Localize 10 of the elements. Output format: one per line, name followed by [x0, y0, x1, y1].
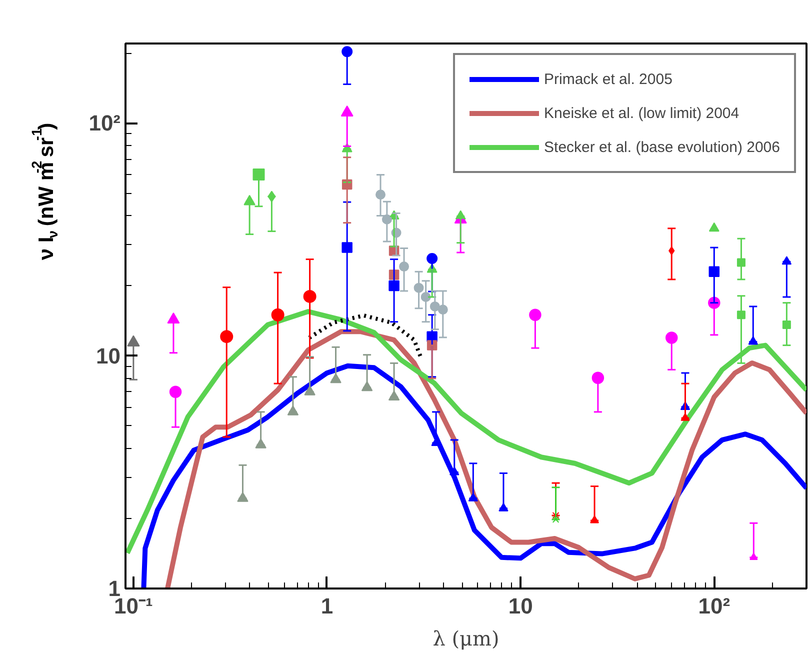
y-tick-label: 10 — [96, 343, 121, 368]
y-tick-label: 10² — [88, 110, 120, 136]
legend-label: Primack et al. 2005 — [544, 70, 672, 88]
x-tick-label: 10² — [698, 594, 730, 618]
x-axis-title: λ (μm) — [432, 626, 500, 650]
x-tick-label: 10 — [508, 594, 533, 618]
y-axis-title: ν Iν (nW m-2 sr-1) — [28, 122, 60, 260]
legend-label: Kneiske et al. (low limit) 2004 — [544, 104, 740, 122]
legend-label: Stecker et al. (base evolution) 2006 — [544, 138, 780, 156]
x-tick-label: 1 — [320, 594, 334, 618]
